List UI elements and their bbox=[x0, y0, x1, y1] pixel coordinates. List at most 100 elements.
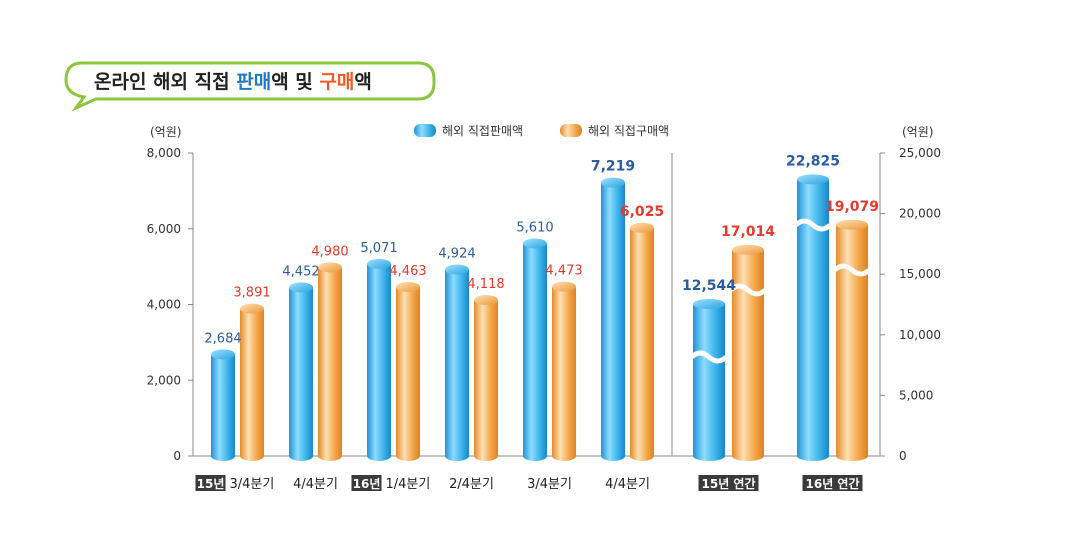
label-purchase-5: 6,025 bbox=[620, 204, 664, 220]
annual-bar-purchase-0-top bbox=[732, 244, 764, 255]
bar-sales-2 bbox=[367, 258, 391, 461]
category-tag: 15년 bbox=[197, 477, 225, 491]
annual-label-sales-0: 12,544 bbox=[682, 278, 736, 294]
title-part-4: 액 bbox=[354, 71, 371, 93]
title-part-2: 액 및 bbox=[271, 71, 319, 93]
label-purchase-3: 4,118 bbox=[467, 277, 504, 292]
right-tick-label: 10,000 bbox=[899, 328, 941, 342]
bar-sales-0-body bbox=[211, 354, 235, 461]
bar-purchase-3 bbox=[474, 295, 498, 461]
data-labels: 2,684 3,891 4,452 4,980 5,071 4,463 4,924 4,118… bbox=[204, 153, 879, 346]
annual-bar-sales-1-body bbox=[797, 179, 829, 461]
legend-swatch-purchase bbox=[560, 124, 582, 137]
legend-label-purchase: 해외 직접구매액 bbox=[588, 124, 669, 138]
category-label: 3/4분기 bbox=[230, 477, 275, 492]
label-sales-5: 7,219 bbox=[591, 159, 635, 175]
label-sales-4: 5,610 bbox=[516, 221, 553, 236]
bar-sales-4 bbox=[523, 238, 547, 461]
label-sales-2: 5,071 bbox=[360, 241, 397, 256]
right-tick-label: 20,000 bbox=[899, 207, 941, 221]
bar-purchase-5 bbox=[630, 222, 654, 461]
annual-category-tag: 16년 연간 bbox=[806, 476, 860, 491]
left-tick-label: 4,000 bbox=[147, 298, 181, 312]
annual-bar-sales-0-body bbox=[693, 303, 725, 461]
right-tick-label: 25,000 bbox=[899, 146, 941, 160]
label-purchase-4: 4,473 bbox=[545, 264, 582, 279]
label-sales-1: 4,452 bbox=[282, 264, 319, 279]
annual-label-sales-1: 22,825 bbox=[786, 153, 840, 169]
annual-bar-purchase-1-body bbox=[836, 224, 868, 461]
bar-sales-5-top bbox=[601, 177, 625, 188]
bar-sales-1-top bbox=[289, 282, 313, 293]
bar-purchase-4 bbox=[552, 281, 576, 461]
bar-sales-2-body bbox=[367, 263, 391, 461]
bar-sales-5 bbox=[601, 177, 625, 461]
label-sales-3: 4,924 bbox=[438, 247, 475, 262]
right-tick-label: 5,000 bbox=[899, 388, 933, 402]
bar-purchase-4-top bbox=[552, 281, 576, 292]
category-label: 2/4분기 bbox=[449, 477, 494, 492]
annual-bar-sales-1 bbox=[794, 174, 832, 461]
annual-label-purchase-0: 17,014 bbox=[721, 224, 775, 240]
bar-purchase-1 bbox=[318, 262, 342, 461]
bar-purchase-1-body bbox=[318, 267, 342, 461]
bar-purchase-2-top bbox=[396, 281, 420, 292]
annual-bar-sales-1-top bbox=[797, 174, 829, 185]
bar-sales-1 bbox=[289, 282, 313, 461]
legend: 해외 직접판매액 해외 직접구매액 bbox=[414, 124, 669, 138]
bar-purchase-5-top bbox=[630, 222, 654, 233]
bar-purchase-0-top bbox=[240, 303, 264, 314]
bar-purchase-0-body bbox=[240, 308, 264, 461]
annual-category-tag-box bbox=[698, 475, 759, 491]
left-tick-label: 8,000 bbox=[147, 146, 181, 160]
annual-bar-purchase-1 bbox=[833, 219, 871, 461]
bar-sales-3 bbox=[445, 264, 469, 461]
label-purchase-2: 4,463 bbox=[389, 264, 426, 279]
category-tag-box bbox=[351, 475, 382, 491]
annual-bar-purchase-1-top bbox=[836, 219, 868, 230]
title-part-1: 판매 bbox=[236, 71, 271, 93]
bar-sales-1-body bbox=[289, 287, 313, 461]
right-unit-label: (억원) bbox=[902, 125, 933, 139]
annual-bar-sales-1-break bbox=[794, 218, 832, 232]
category-tag: 16년 bbox=[353, 477, 381, 491]
annual-bar-sales-0-top bbox=[693, 298, 725, 309]
label-sales-0: 2,684 bbox=[204, 331, 241, 346]
left-axis-ticks: 0 2,000 4,000 6,000 8,000 bbox=[147, 146, 193, 463]
bar-sales-4-top bbox=[523, 238, 547, 249]
bars bbox=[211, 174, 871, 461]
bar-purchase-5-body bbox=[630, 227, 654, 461]
legend-item-purchase: 해외 직접구매액 bbox=[560, 124, 669, 138]
left-tick-label: 2,000 bbox=[147, 373, 181, 387]
bar-purchase-2-body bbox=[396, 286, 420, 461]
category-label: 4/4분기 bbox=[605, 477, 650, 492]
bar-purchase-3-body bbox=[474, 300, 498, 461]
category-label: 1/4분기 bbox=[386, 477, 431, 492]
left-tick-label: 6,000 bbox=[147, 222, 181, 236]
annual-bar-purchase-0 bbox=[729, 244, 767, 461]
title-part-0: 온라인 해외 직접 bbox=[94, 71, 236, 93]
legend-item-sales: 해외 직접판매액 bbox=[414, 124, 523, 138]
bubble-shape bbox=[64, 61, 436, 112]
bar-sales-3-top bbox=[445, 264, 469, 275]
legend-label-sales: 해외 직접판매액 bbox=[442, 124, 523, 138]
annual-bar-purchase-1-break bbox=[833, 263, 871, 277]
annual-label-purchase-1: 19,079 bbox=[825, 199, 879, 215]
label-purchase-0: 3,891 bbox=[233, 286, 270, 301]
annual-bar-purchase-0-body bbox=[732, 249, 764, 461]
bar-sales-4-body bbox=[523, 243, 547, 461]
left-tick-label: 0 bbox=[173, 449, 181, 463]
title-part-3: 구매 bbox=[319, 71, 354, 93]
category-label: 4/4분기 bbox=[293, 477, 338, 492]
title-bubble: 온라인 해외 직접 판매액 및 구매액 bbox=[64, 61, 436, 112]
bar-purchase-0 bbox=[240, 303, 264, 461]
annual-bar-sales-0 bbox=[690, 298, 728, 461]
bar-sales-2-top bbox=[367, 258, 391, 269]
annual-bar-purchase-0-break bbox=[729, 283, 767, 297]
right-tick-label: 0 bbox=[899, 449, 907, 463]
category-label: 3/4분기 bbox=[527, 477, 572, 492]
annual-category-tag: 15년 연간 bbox=[702, 476, 756, 491]
category-tag-box bbox=[195, 475, 226, 491]
bar-sales-3-body bbox=[445, 269, 469, 461]
